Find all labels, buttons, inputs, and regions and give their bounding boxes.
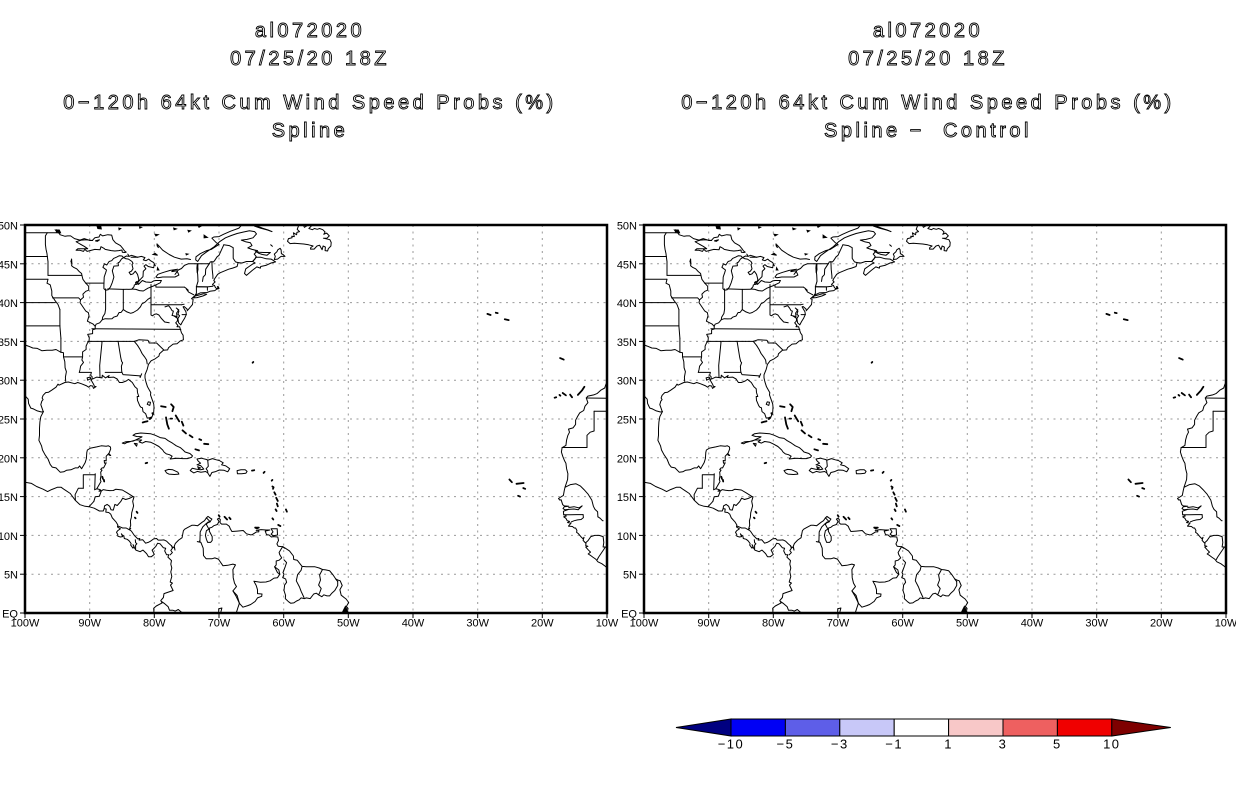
svg-text:40W: 40W [1021, 618, 1044, 630]
svg-text:90W: 90W [78, 618, 101, 630]
svg-text:50N: 50N [0, 221, 18, 233]
svg-text:10W: 10W [1215, 618, 1236, 630]
svg-text:60W: 60W [891, 618, 914, 630]
svg-text:5: 5 [1053, 737, 1062, 752]
svg-text:70W: 70W [208, 618, 231, 630]
svg-text:20W: 20W [1150, 618, 1173, 630]
svg-text:10W: 10W [596, 618, 619, 630]
svg-text:15N: 15N [0, 492, 18, 504]
svg-text:−5: −5 [776, 737, 794, 752]
svg-text:35N: 35N [617, 337, 637, 349]
svg-text:80W: 80W [762, 618, 785, 630]
svg-text:15N: 15N [617, 492, 637, 504]
svg-text:Spline − Control: Spline − Control [824, 120, 1032, 142]
svg-text:40N: 40N [617, 298, 637, 310]
svg-text:20N: 20N [0, 453, 18, 465]
svg-text:100W: 100W [11, 618, 40, 630]
svg-text:−10: −10 [718, 737, 745, 752]
svg-text:30W: 30W [1085, 618, 1108, 630]
svg-text:al072020: al072020 [873, 20, 983, 42]
svg-text:35N: 35N [0, 337, 18, 349]
svg-text:40W: 40W [402, 618, 425, 630]
svg-text:45N: 45N [617, 259, 637, 271]
svg-text:10N: 10N [0, 531, 18, 543]
svg-text:50W: 50W [337, 618, 360, 630]
svg-text:100W: 100W [630, 618, 659, 630]
svg-text:al072020: al072020 [255, 20, 365, 42]
svg-text:70W: 70W [827, 618, 850, 630]
svg-text:Spline: Spline [272, 120, 349, 142]
svg-text:10N: 10N [617, 531, 637, 543]
svg-text:0−120h 64kt Cum Wind Speed Pro: 0−120h 64kt Cum Wind Speed Probs (%) [681, 92, 1174, 114]
svg-text:45N: 45N [0, 259, 18, 271]
svg-text:EQ: EQ [621, 609, 637, 621]
svg-text:07/25/20 18Z: 07/25/20 18Z [230, 48, 390, 70]
svg-text:−3: −3 [831, 737, 849, 752]
svg-text:5N: 5N [4, 570, 18, 582]
svg-text:25N: 25N [617, 415, 637, 427]
svg-text:10: 10 [1103, 737, 1120, 752]
svg-text:60W: 60W [272, 618, 295, 630]
svg-text:50W: 50W [956, 618, 979, 630]
svg-text:1: 1 [944, 737, 953, 752]
svg-text:20N: 20N [617, 453, 637, 465]
svg-text:30N: 30N [0, 376, 18, 388]
svg-text:25N: 25N [0, 415, 18, 427]
svg-text:EQ: EQ [2, 609, 18, 621]
svg-text:90W: 90W [697, 618, 720, 630]
svg-text:−1: −1 [885, 737, 903, 752]
svg-text:0−120h 64kt Cum Wind Speed Pro: 0−120h 64kt Cum Wind Speed Probs (%) [63, 92, 556, 114]
svg-text:50N: 50N [617, 221, 637, 233]
svg-text:07/25/20 18Z: 07/25/20 18Z [848, 48, 1008, 70]
svg-text:30N: 30N [617, 376, 637, 388]
svg-text:40N: 40N [0, 298, 18, 310]
svg-text:3: 3 [999, 737, 1008, 752]
svg-text:20W: 20W [531, 618, 554, 630]
svg-text:80W: 80W [143, 618, 166, 630]
svg-text:5N: 5N [623, 570, 637, 582]
svg-text:30W: 30W [466, 618, 489, 630]
